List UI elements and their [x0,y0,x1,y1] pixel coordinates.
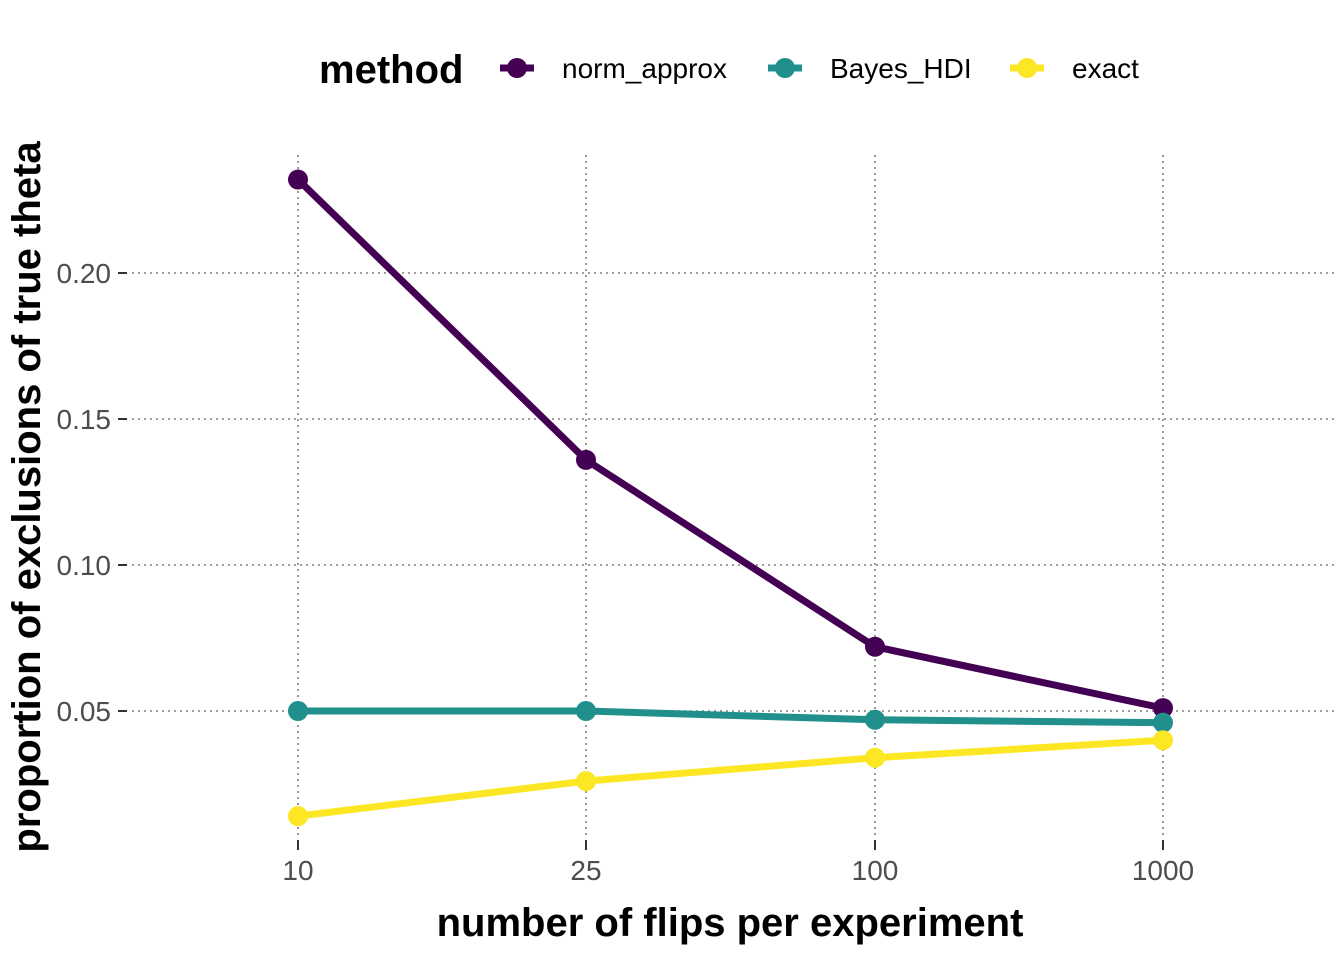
x-axis: 10 25 100 1000 [282,840,1194,886]
x-tick-label: 1000 [1132,855,1194,886]
legend-item-Bayes_HDI: Bayes_HDI [768,53,972,84]
series-norm_approx [288,169,1173,719]
data-point [288,701,308,721]
series-Bayes_HDI [288,701,1173,733]
legend: method norm_approx Bayes_HDI exact [319,48,1139,92]
data-point [288,169,308,190]
y-tick-label: 0.10 [57,550,112,581]
y-tick-label: 0.15 [57,404,112,435]
y-axis-title: proportion of exclusions of true theta [5,141,49,853]
series-line [298,707,1164,727]
data-point [576,449,596,470]
x-tick-label: 25 [570,855,601,886]
legend-key-point [775,58,795,78]
data-point [288,806,308,827]
legend-key-point [1017,58,1037,78]
series-line [297,736,1164,820]
x-tick-label: 10 [282,855,313,886]
y-tick-label: 0.05 [57,696,112,727]
legend-label: norm_approx [562,53,727,84]
data-point [865,747,885,768]
data-point [1153,730,1173,751]
legend-item-exact: exact [1010,53,1139,84]
legend-items: norm_approx Bayes_HDI exact [500,53,1139,84]
y-axis: 0.05 0.10 0.15 0.20 [57,258,127,727]
x-axis-title: number of flips per experiment [437,901,1024,945]
data-point [1153,712,1173,733]
legend-item-norm_approx: norm_approx [500,53,727,84]
legend-key-point [507,58,527,78]
series-exact [288,730,1173,827]
y-tick-label: 0.20 [57,258,112,289]
legend-title: method [319,48,463,92]
legend-label: Bayes_HDI [830,53,972,84]
series-layer [288,169,1173,827]
data-point [576,701,596,721]
data-point [576,771,596,792]
x-tick-label: 100 [852,855,899,886]
series-line [295,177,1164,712]
grid [132,155,1336,838]
data-point [1153,698,1173,719]
legend-label: exact [1072,53,1139,84]
data-point [865,709,885,730]
data-point [865,636,885,657]
